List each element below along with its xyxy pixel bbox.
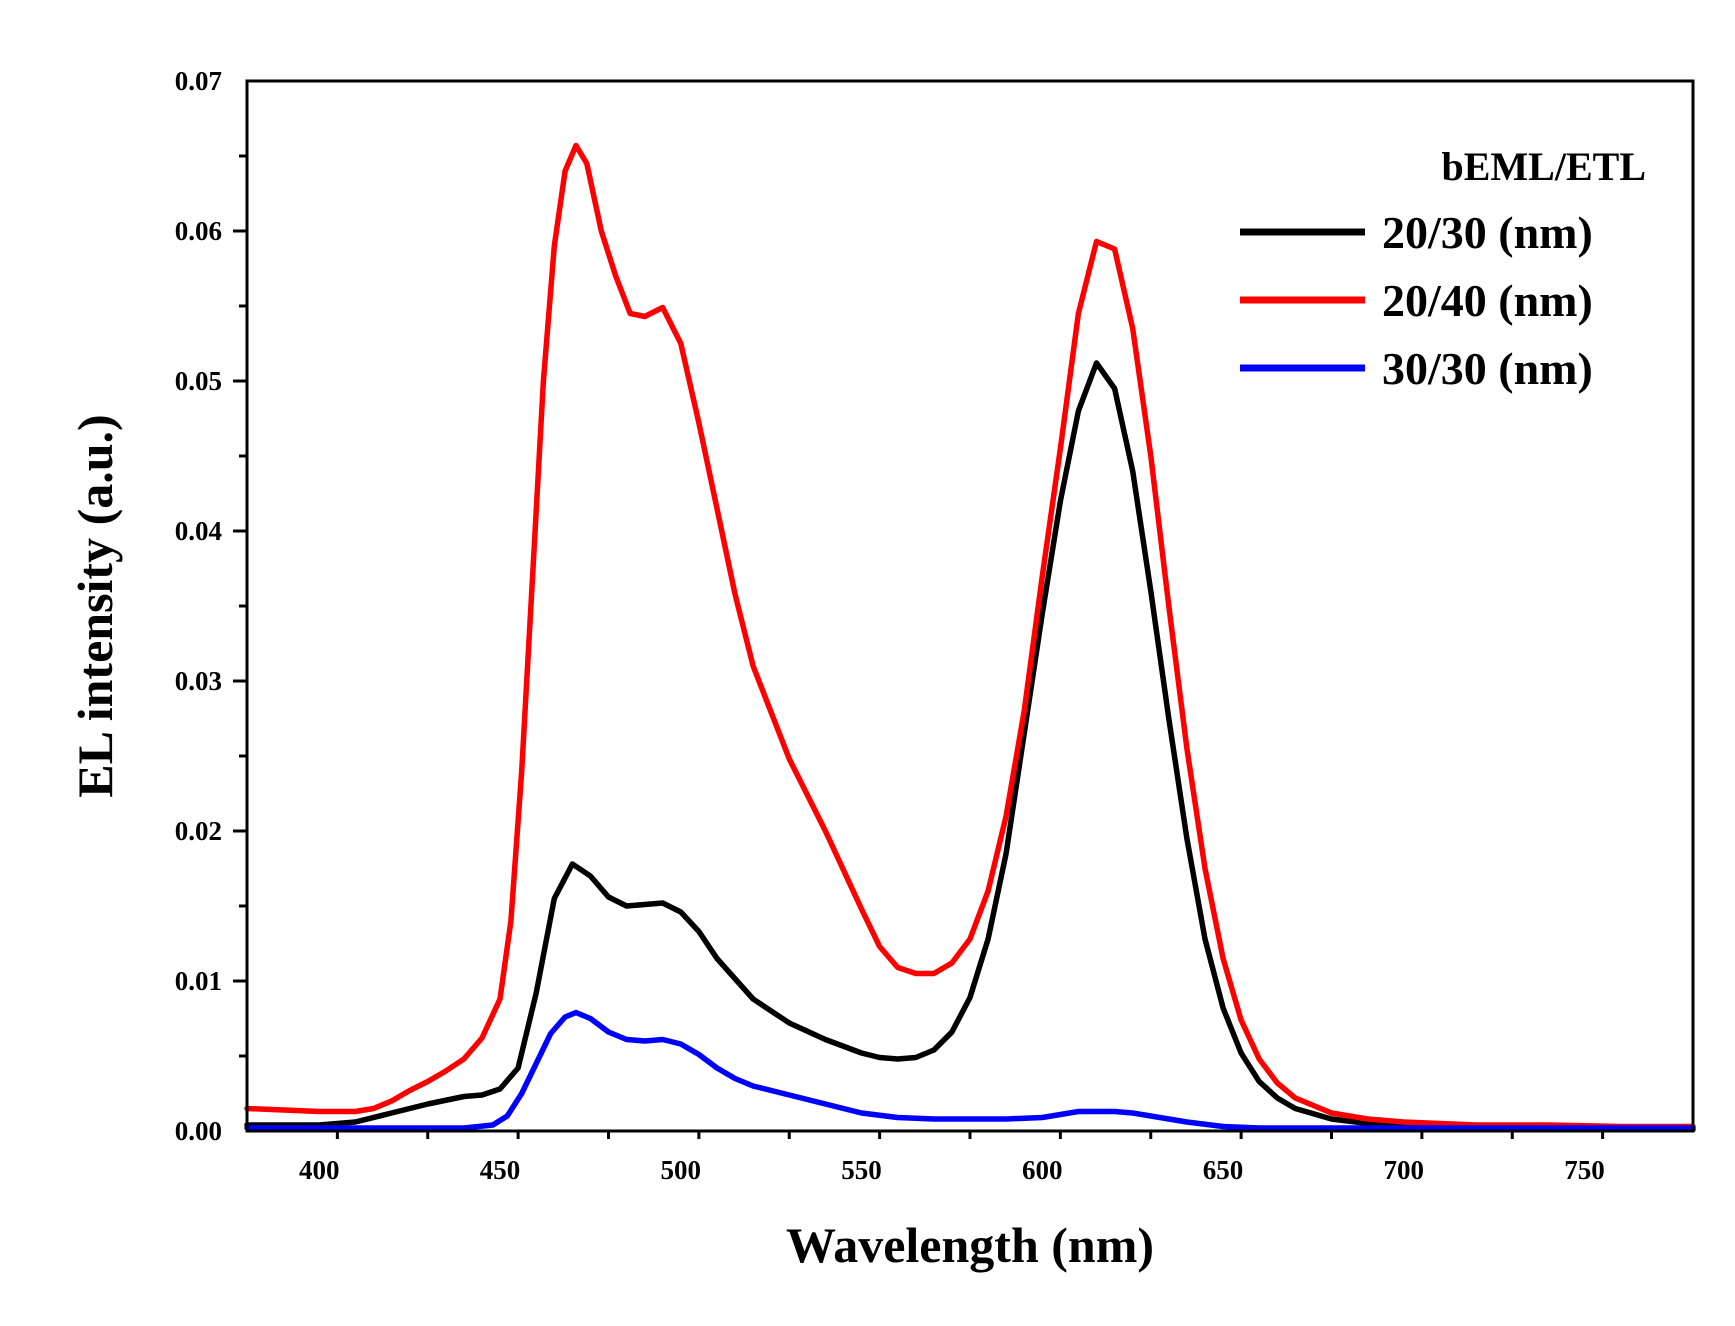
y-tick-label: 0.07 <box>175 66 222 96</box>
x-tick-label: 700 <box>1384 1155 1425 1185</box>
y-axis-title: EL intensity (a.u.) <box>67 414 123 797</box>
y-tick-label: 0.04 <box>175 516 222 546</box>
y-tick-label: 0.02 <box>175 816 222 846</box>
x-tick-label: 500 <box>661 1155 702 1185</box>
series-line-3 <box>244 1009 1696 1131</box>
legend: bEML/ETL 20/30 (nm) 20/40 (nm) 30/30 (nm) <box>1240 144 1646 394</box>
x-tick-label: 400 <box>299 1155 340 1185</box>
series-line-2 <box>244 142 1696 1130</box>
x-axis: 400 450 500 550 600 650 700 750 <box>299 1131 1605 1185</box>
series-layer <box>244 142 1696 1133</box>
y-tick-label: 0.01 <box>175 966 222 996</box>
y-tick-label: 0.00 <box>175 1116 222 1146</box>
x-tick-label: 600 <box>1022 1155 1063 1185</box>
y-tick-label: 0.06 <box>175 216 222 246</box>
y-tick-label: 0.03 <box>175 666 222 696</box>
x-axis-title: Wavelength (nm) <box>786 1217 1154 1273</box>
legend-label-2: 20/40 (nm) <box>1382 275 1593 326</box>
x-tick-label: 650 <box>1203 1155 1244 1185</box>
legend-label-3: 30/30 (nm) <box>1382 343 1593 394</box>
x-tick-label: 450 <box>480 1155 521 1185</box>
series-line-1 <box>244 360 1696 1133</box>
legend-label-1: 20/30 (nm) <box>1382 207 1593 258</box>
x-tick-label: 750 <box>1564 1155 1605 1185</box>
y-tick-label: 0.05 <box>175 366 222 396</box>
y-axis: 0.00 0.01 0.02 0.03 0.04 0.05 0.06 0.07 <box>175 66 247 1146</box>
x-tick-label: 550 <box>841 1155 882 1185</box>
legend-title: bEML/ETL <box>1441 144 1646 189</box>
